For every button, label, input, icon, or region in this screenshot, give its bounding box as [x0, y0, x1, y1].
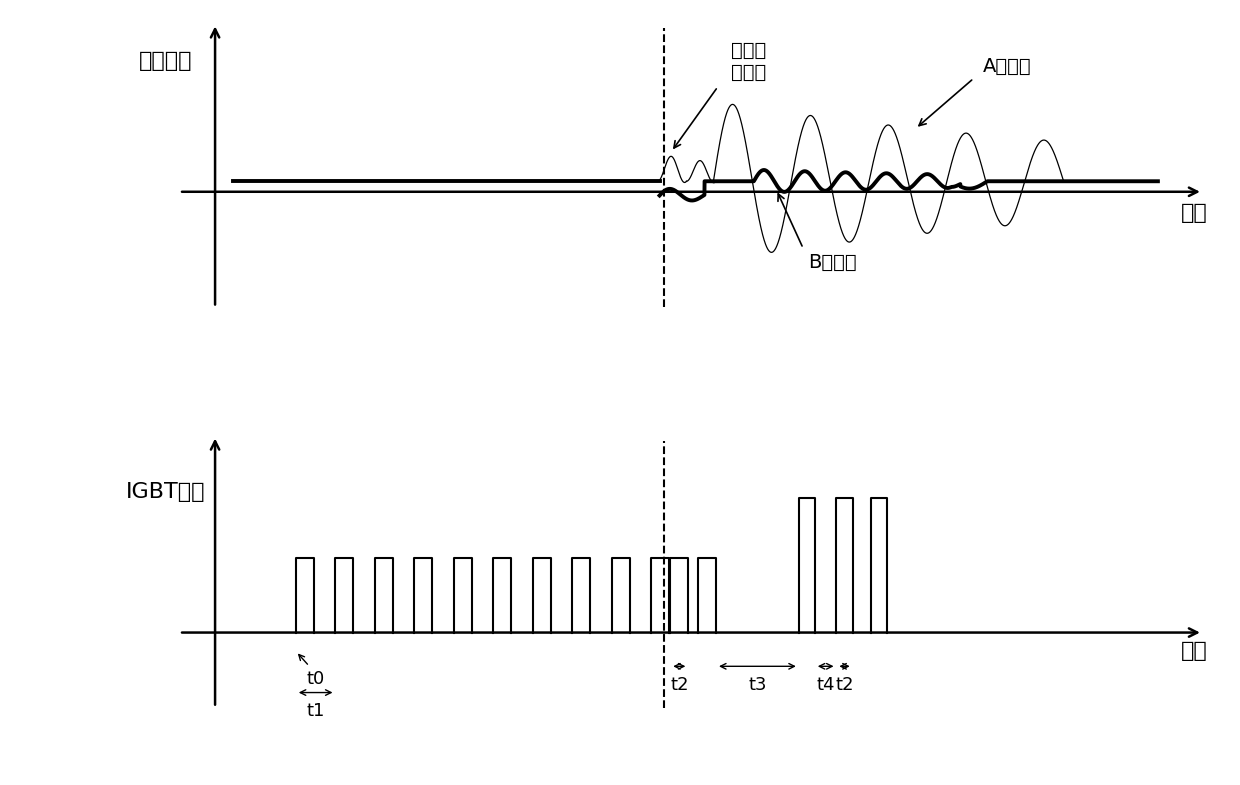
Text: 时间: 时间	[1180, 203, 1208, 223]
Text: A点波形: A点波形	[983, 57, 1032, 76]
Text: 时间: 时间	[1180, 641, 1208, 661]
Text: t1: t1	[306, 702, 325, 720]
Text: t2: t2	[670, 676, 688, 694]
Text: t3: t3	[748, 676, 766, 694]
Text: t0: t0	[306, 670, 325, 688]
Text: B点波形: B点波形	[807, 253, 857, 272]
Text: 同步检
测信号: 同步检 测信号	[732, 42, 766, 82]
Text: IGBT驱动: IGBT驱动	[126, 482, 206, 502]
Text: 电压波形: 电压波形	[139, 51, 192, 71]
Text: t2: t2	[836, 676, 854, 694]
Text: t4: t4	[816, 676, 835, 694]
